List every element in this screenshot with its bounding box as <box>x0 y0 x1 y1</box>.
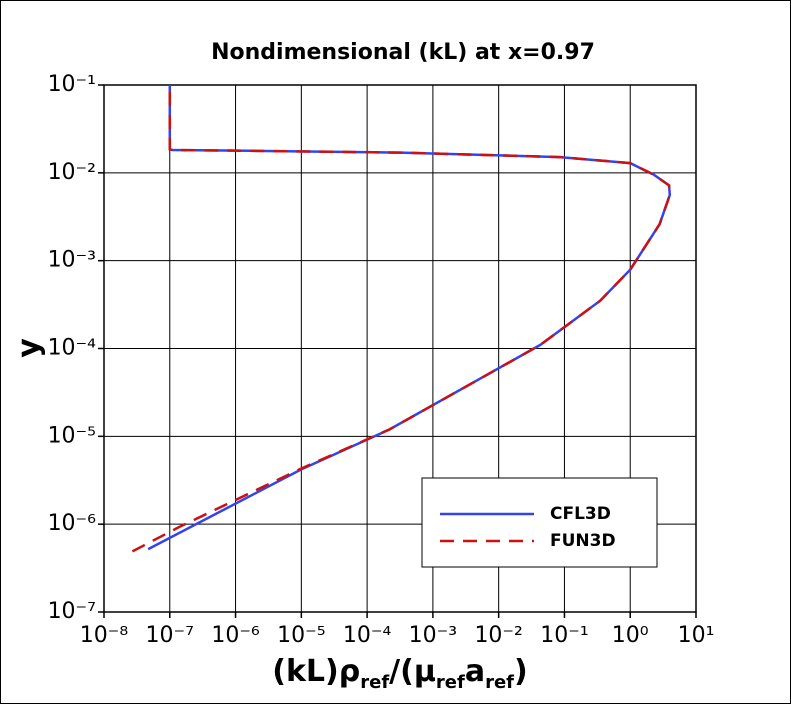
x-tick-label: 10⁻⁷ <box>146 623 194 648</box>
plot-border <box>103 84 697 613</box>
chart-title: Nondimensional (kL) at x=0.97 <box>211 40 595 65</box>
y-tick-label: 10⁻⁷ <box>48 599 96 624</box>
x-tick-label: 10⁻⁸ <box>80 623 129 648</box>
y-tick-label: 10⁻⁴ <box>48 336 97 361</box>
series-line <box>131 85 672 553</box>
x-tick-label: 10⁻⁶ <box>211 623 260 648</box>
x-label-subscript: ref <box>360 672 389 693</box>
x-tick-label: 10⁻² <box>474 623 522 648</box>
x-tick-label: 10⁻⁵ <box>277 623 325 648</box>
x-tick-label: 10⁻³ <box>409 623 457 648</box>
y-tick-label: 10⁻¹ <box>48 72 96 97</box>
y-axis-label: y <box>12 338 47 358</box>
legend-label: CFL3D <box>550 504 611 524</box>
x-tick-label: 10⁰ <box>612 623 649 648</box>
y-tick-label: 10⁻³ <box>48 248 96 273</box>
x-label-subscript: ref <box>436 672 465 693</box>
y-tick-label: 10⁻⁵ <box>48 423 96 448</box>
x-tick-label: 10¹ <box>678 623 715 648</box>
y-tick-label: 10⁻² <box>48 160 96 185</box>
x-tick-label: 10⁻⁴ <box>343 623 392 648</box>
x-axis-label: (kL)ρref/(μrefaref) <box>272 654 527 693</box>
legend-label: FUN3D <box>550 531 616 551</box>
x-label-subscript: ref <box>485 672 514 693</box>
y-tick-label: 10⁻⁶ <box>48 511 97 536</box>
x-label-part: ) <box>514 654 528 689</box>
legend-box <box>421 477 658 568</box>
x-label-part: a <box>465 654 485 689</box>
x-tick-label: 10⁻¹ <box>540 623 588 648</box>
x-label-part: (kL)ρ <box>272 654 360 689</box>
x-label-part: /(μ <box>389 654 436 689</box>
